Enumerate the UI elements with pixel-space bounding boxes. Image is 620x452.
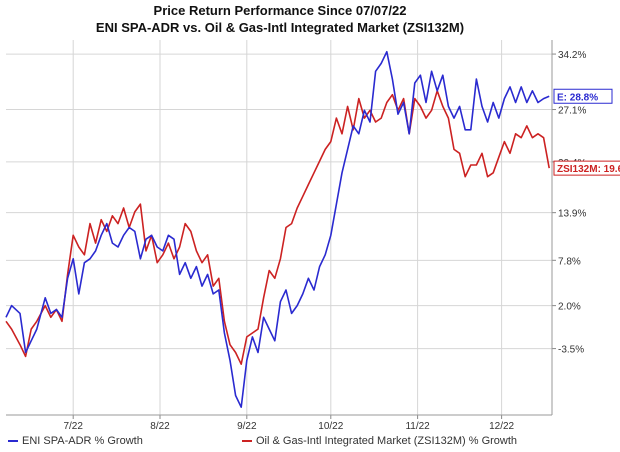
chart-area: 34.2%27.1%20.4%13.9%7.8%2.0%-3.5%7/228/2… [0,40,620,432]
x-tick-label: 10/22 [318,421,343,430]
legend-label-eni: ENI SPA-ADR % Growth [22,435,143,447]
x-tick-label: 8/22 [150,421,170,430]
end-label-box-zsi132m [553,160,620,176]
legend-swatch-eni [8,440,18,442]
end-label-box-eni [553,88,613,104]
legend-item-eni: ENI SPA-ADR % Growth [8,435,143,447]
x-tick-label: 12/22 [489,421,514,430]
y-tick-label: 13.9% [558,209,586,220]
end-label-text-eni: E: 28.8% [557,92,598,103]
series-lines [5,50,550,409]
y-tick-label: -3.5% [558,345,584,356]
end-labels: E: 28.8% ZSI132M: 19.6% [553,88,620,176]
legend-label-zsi132m: Oil & Gas-Intl Integrated Market (ZSI132… [256,435,518,447]
axes: 34.2%27.1%20.4%13.9%7.8%2.0%-3.5%7/228/2… [6,40,586,432]
plot-background [4,40,554,420]
end-label-text-zsi132m: ZSI132M: 19.6% [557,164,620,175]
x-tick-label: 9/22 [237,421,257,430]
chart-title-block: Price Return Performance Since 07/07/22 … [0,2,560,36]
y-tick-label: 2.0% [558,302,581,313]
end-label-eni: E: 28.8% [553,88,613,104]
chart-subtitle: ENI SPA-ADR vs. Oil & Gas-Intl Integrate… [95,20,465,35]
y-tick-label: 27.1% [558,106,586,117]
y-tick-label: 7.8% [558,256,581,267]
end-label-zsi132m: ZSI132M: 19.6% [553,160,620,176]
legend: ENI SPA-ADR % Growth Oil & Gas-Intl Inte… [4,433,616,449]
series-line-eni [5,50,550,409]
y-tick-label: 34.2% [558,50,586,61]
chart-title: Price Return Performance Since 07/07/22 [153,3,407,18]
legend-swatch-zsi132m [242,440,252,442]
x-tick-label: 7/22 [63,421,83,430]
series-line-zsi132m [5,89,550,366]
line-chart: 34.2%27.1%20.4%13.9%7.8%2.0%-3.5%7/228/2… [4,40,620,432]
x-tick-label: 11/22 [405,421,430,430]
legend-item-zsi132m: Oil & Gas-Intl Integrated Market (ZSI132… [242,435,517,447]
